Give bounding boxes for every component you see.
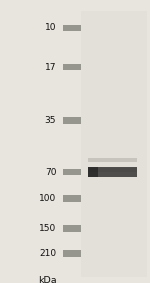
Text: 100: 100 bbox=[39, 194, 56, 203]
Bar bbox=[63, 169, 81, 175]
Bar bbox=[63, 250, 81, 257]
Bar bbox=[63, 64, 81, 70]
Text: 70: 70 bbox=[45, 168, 56, 177]
Bar bbox=[81, 11, 147, 277]
Bar bbox=[63, 195, 81, 202]
Text: 210: 210 bbox=[39, 249, 56, 258]
Bar bbox=[63, 117, 81, 124]
Bar bbox=[88, 167, 137, 177]
Bar bbox=[88, 158, 137, 162]
Bar bbox=[88, 168, 137, 172]
Text: kDa: kDa bbox=[38, 276, 56, 283]
Bar bbox=[63, 25, 81, 31]
Text: 10: 10 bbox=[45, 23, 56, 32]
Text: 35: 35 bbox=[45, 116, 56, 125]
Bar bbox=[88, 167, 98, 177]
Bar bbox=[63, 225, 81, 232]
Text: 17: 17 bbox=[45, 63, 56, 72]
Text: 150: 150 bbox=[39, 224, 56, 233]
